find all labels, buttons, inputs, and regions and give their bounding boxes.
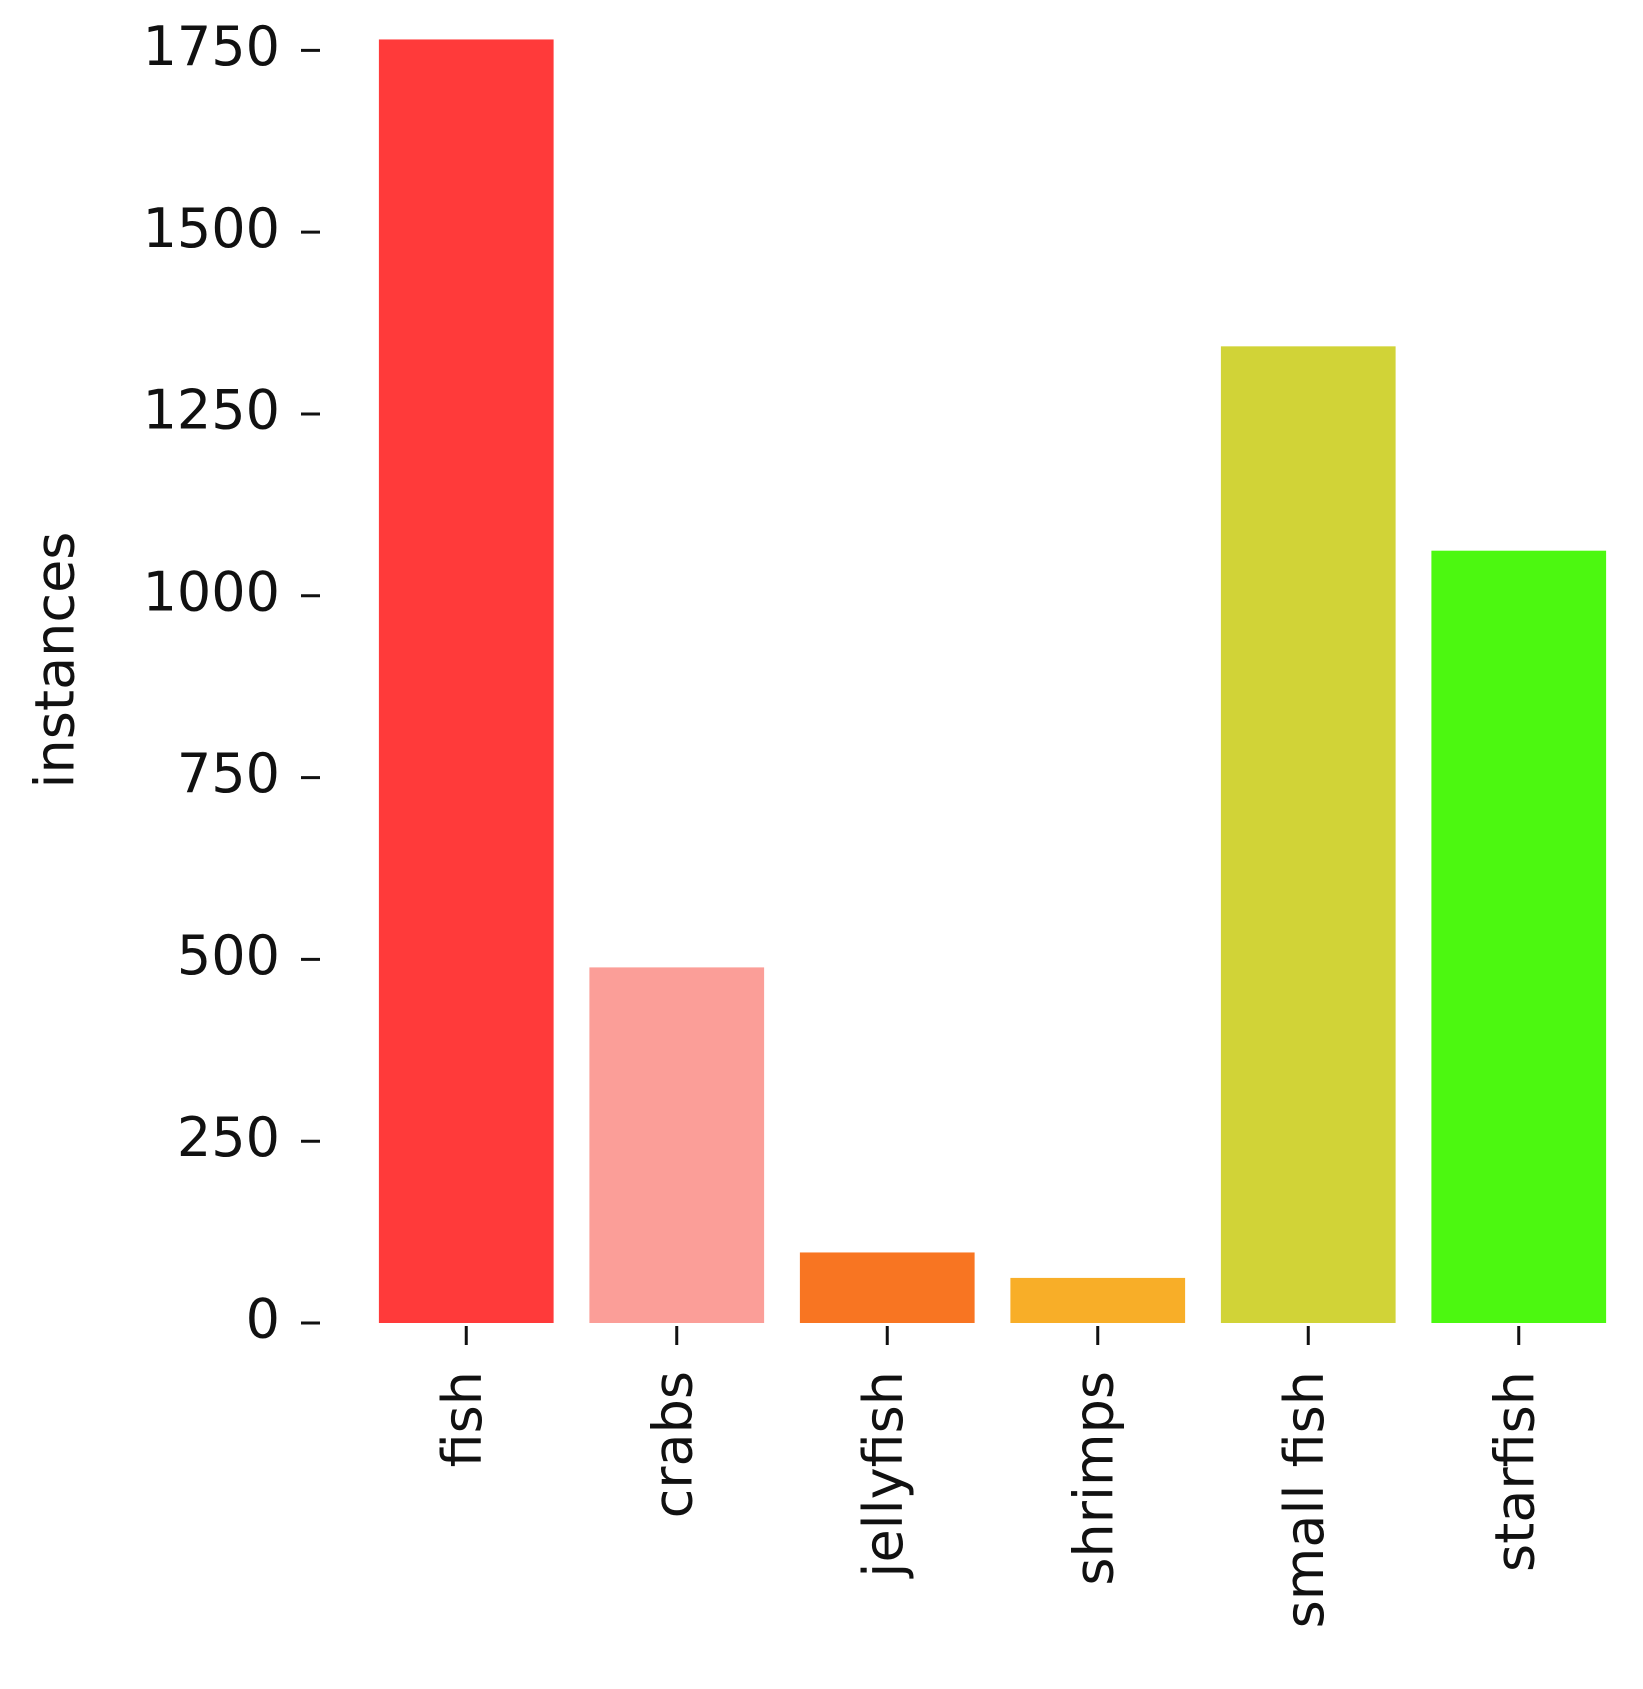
y-tick-label: 750 (177, 742, 280, 805)
x-tick-label: fish (431, 1371, 494, 1467)
bar (378, 39, 554, 1324)
bar (1220, 346, 1396, 1323)
y-tick-label: 1750 (143, 15, 280, 78)
x-tick-label: small fish (1273, 1371, 1336, 1628)
bar (1431, 550, 1607, 1323)
y-tick-label: 500 (177, 924, 280, 987)
y-tick-label: 0 (246, 1288, 280, 1351)
bar (589, 967, 765, 1323)
x-tick-label: shrimps (1062, 1371, 1125, 1586)
x-tick-label: jellyfish (852, 1371, 915, 1579)
bar (799, 1252, 975, 1323)
x-tick-label: starfish (1483, 1371, 1546, 1572)
y-tick-label: 1000 (143, 560, 280, 623)
bar (1010, 1277, 1186, 1323)
y-tick-label: 250 (177, 1106, 280, 1169)
y-tick-label: 1500 (143, 197, 280, 260)
y-axis-label: instances (24, 532, 87, 789)
y-tick-label: 1250 (143, 379, 280, 442)
x-tick-label: crabs (641, 1371, 704, 1518)
